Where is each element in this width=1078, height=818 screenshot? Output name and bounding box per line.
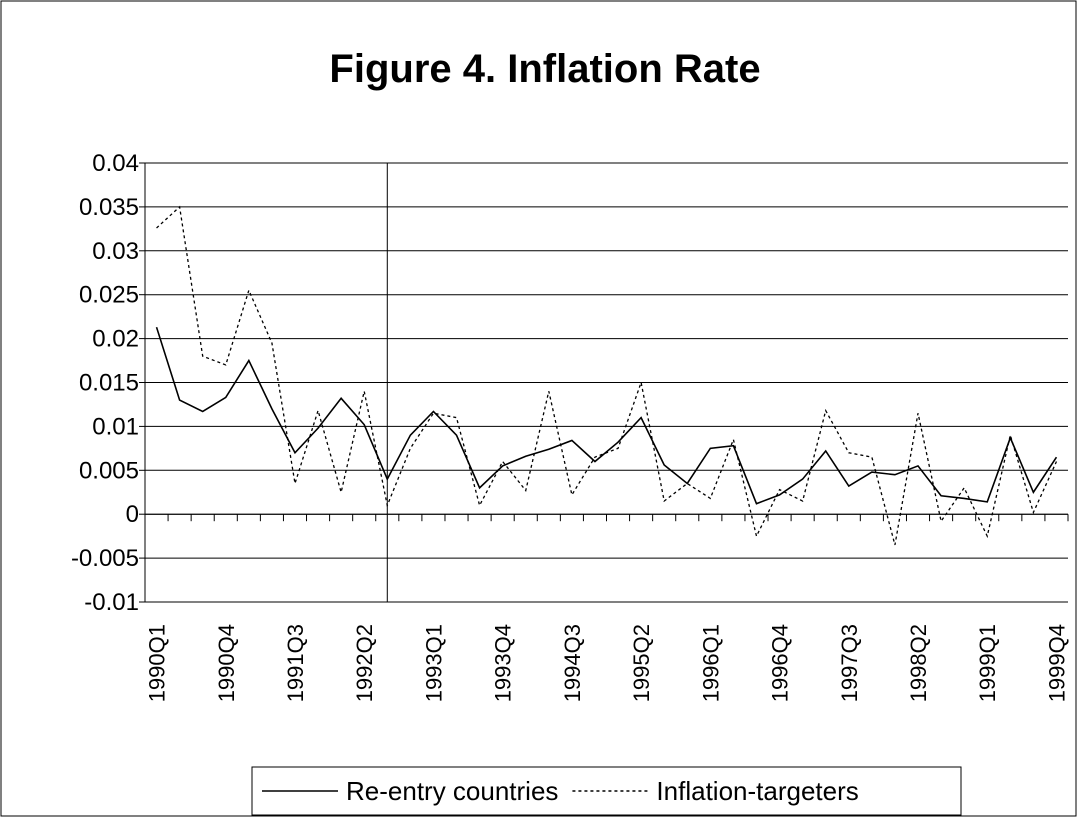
y-tick-label: 0.01 [92,413,139,440]
legend: Re-entry countries Inflation-targeters [251,766,962,816]
y-tick-label: -0.005 [71,545,139,572]
legend-label: Re-entry countries [346,776,558,806]
legend-box [251,766,962,816]
y-tick-label: 0.03 [92,238,139,265]
x-tick-label: 1996Q1 [698,624,723,702]
y-tick-label: 0.015 [79,370,139,397]
x-tick-label: 1995Q2 [629,624,654,702]
series-line [155,326,1058,505]
x-tick-label: 1999Q4 [1044,624,1069,702]
x-tick-label: 1994Q3 [560,624,585,702]
x-tick-label: 1990Q1 [145,624,170,702]
x-tick-label: 1993Q4 [491,624,516,702]
x-tick-label: 1990Q4 [214,624,239,702]
y-tick-label: 0.02 [92,326,139,353]
y-tick-label: 0.04 [92,150,139,177]
chart-title: Figure 4. Inflation Rate [329,47,760,91]
x-tick-label: 1999Q1 [975,624,1000,702]
y-tick-label: -0.01 [84,589,139,616]
y-tick-label: 0.025 [79,282,139,309]
x-tick-label: 1992Q2 [352,624,377,702]
series-line [156,205,1058,546]
y-tick-label: 0.005 [79,457,139,484]
y-tick-label: 0.035 [79,194,139,221]
x-tick-label: 1998Q2 [906,624,931,702]
x-tick-label: 1993Q1 [421,624,446,702]
x-tick-label: 1997Q3 [837,624,862,702]
y-tick-label: 0 [126,501,139,528]
legend-label: Inflation-targeters [656,776,858,806]
x-tick-label: 1996Q4 [768,624,793,702]
x-tick-label: 1991Q3 [283,624,308,702]
